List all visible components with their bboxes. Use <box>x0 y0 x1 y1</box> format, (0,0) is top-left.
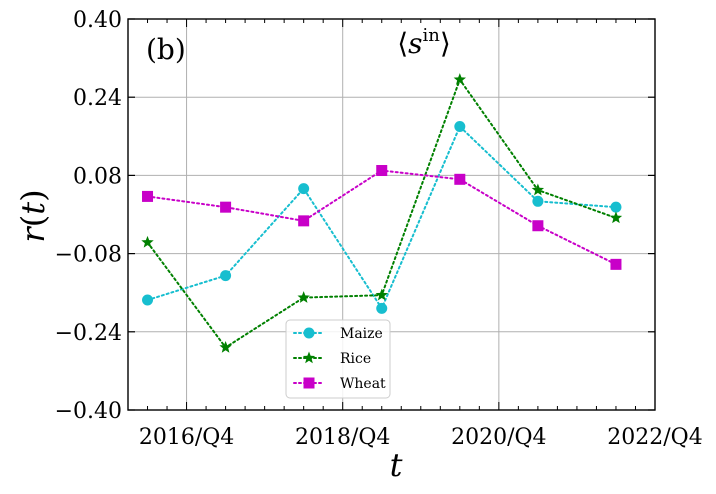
wheat-point <box>220 201 232 213</box>
y-label-argument: t <box>14 202 52 215</box>
x-tick-label: 2022/Q4 <box>607 425 702 450</box>
series-markers <box>141 73 623 353</box>
wheat-point <box>376 165 388 177</box>
plot-frame <box>127 18 656 411</box>
maize-point <box>610 201 622 213</box>
maize-point <box>532 195 544 207</box>
title-close-bracket: ⟩ <box>440 27 451 60</box>
rice-point <box>297 291 310 303</box>
y-tick-label: −0.24 <box>55 321 122 346</box>
rice-point <box>219 340 232 353</box>
y-axis-label: r(t) <box>14 189 52 242</box>
x-tick-label: 2018/Q4 <box>295 425 390 450</box>
legend-label-rice: Rice <box>340 351 371 367</box>
legend-marker-wheat <box>303 377 315 389</box>
maize-point <box>142 294 154 306</box>
rice-point <box>453 73 466 85</box>
panel-label: (b) <box>146 33 186 66</box>
wheat-point <box>610 258 622 270</box>
wheat-series-line <box>146 169 617 266</box>
x-tick-label: 2020/Q4 <box>451 425 546 450</box>
x-tick-label: 2016/Q4 <box>139 425 234 450</box>
y-label-function: r <box>14 226 52 243</box>
wheat-point <box>142 190 154 202</box>
rice-point <box>609 211 623 224</box>
maize-point <box>454 121 466 133</box>
maize-series-line <box>146 124 617 311</box>
y-tick-label: 0.40 <box>73 8 122 33</box>
legend: Maize Rice Wheat <box>285 319 391 399</box>
y-tick-label: 0.24 <box>73 86 122 111</box>
maize-point <box>376 302 388 314</box>
title-open-bracket: ⟨ <box>397 27 408 60</box>
rice-point <box>141 235 154 248</box>
axis-ticks <box>127 18 656 411</box>
title-symbol: s <box>408 27 422 60</box>
legend-marker-rice <box>302 351 316 364</box>
grid <box>128 18 656 411</box>
y-label-close-paren: ) <box>14 189 52 201</box>
wheat-point <box>532 220 544 232</box>
legend-label-wheat: Wheat <box>340 376 386 392</box>
x-axis-label: t <box>390 446 403 484</box>
rice-point <box>375 288 388 301</box>
maize-point <box>298 183 310 195</box>
y-tick-label: 0.08 <box>73 164 122 189</box>
chart-title: ⟨sin⟩ <box>397 25 451 60</box>
rice-point <box>531 183 545 196</box>
y-tick-labels: −0.40 −0.24 −0.08 0.08 0.24 0.40 <box>55 8 122 424</box>
maize-point <box>220 270 232 282</box>
wheat-point <box>454 173 466 185</box>
y-tick-label: −0.08 <box>55 243 122 268</box>
y-label-open-paren: ( <box>14 215 52 227</box>
title-superscript: in <box>423 25 441 46</box>
legend-marker-maize <box>303 327 315 339</box>
legend-label-maize: Maize <box>340 326 383 342</box>
legend-entries: Maize Rice Wheat <box>293 326 386 392</box>
y-tick-label: −0.40 <box>55 399 122 424</box>
x-tick-labels: 2016/Q4 2018/Q4 2020/Q4 2022/Q4 <box>139 425 703 450</box>
wheat-point <box>298 215 310 227</box>
